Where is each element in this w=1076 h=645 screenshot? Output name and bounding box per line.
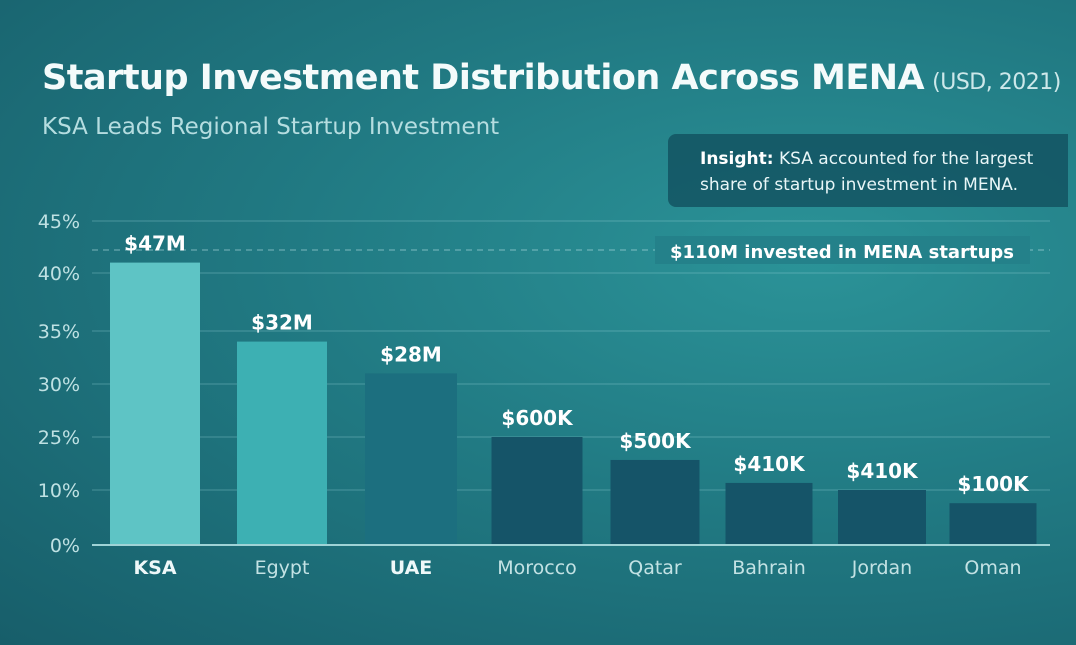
y-tick-label: 25% xyxy=(38,427,80,449)
bar-jordan xyxy=(838,490,926,545)
insight-box: Insight: KSA accounted for the largest s… xyxy=(668,134,1068,207)
x-tick-label: KSA xyxy=(133,557,176,579)
data-label: $500K xyxy=(619,429,692,453)
y-tick-label: 40% xyxy=(38,263,80,285)
insight-text: KSA accounted for the largest share of s… xyxy=(700,149,1034,195)
y-tick-label: 30% xyxy=(38,374,80,396)
title-unit: (USD, 2021) xyxy=(932,70,1061,95)
x-tick-label: UAE xyxy=(390,557,433,579)
data-label: $28M xyxy=(380,342,442,366)
chart-title: Startup Investment Distribution Across M… xyxy=(42,58,1061,98)
data-label: $600K xyxy=(501,406,574,430)
bar-qatar xyxy=(610,459,700,545)
bar-bahrain xyxy=(725,482,813,545)
bar-uae xyxy=(365,373,457,545)
bar-oman xyxy=(949,503,1037,545)
y-tick-label: 35% xyxy=(38,321,80,343)
chart-subtitle: KSA Leads Regional Startup Investment xyxy=(42,114,500,140)
data-label: $32M xyxy=(251,311,313,335)
x-tick-label: Qatar xyxy=(628,557,682,579)
bar-morocco xyxy=(491,437,583,545)
y-tick-label: 0% xyxy=(50,535,80,557)
insight-label: Insight: xyxy=(700,149,774,169)
title-text: Startup Investment Distribution Across M… xyxy=(42,58,925,98)
x-tick-label: Jordan xyxy=(851,557,912,579)
x-tick-label: Bahrain xyxy=(732,557,806,579)
bar-ksa xyxy=(110,262,200,545)
y-tick-label: 45% xyxy=(38,211,80,233)
y-tick-label: 10% xyxy=(38,480,80,502)
reference-label-bg xyxy=(655,236,1030,264)
bar-egypt xyxy=(237,341,327,545)
x-tick-label: Morocco xyxy=(497,557,577,579)
data-label: $100K xyxy=(957,472,1030,496)
x-tick-label: Egypt xyxy=(255,557,310,579)
data-label: $410K xyxy=(846,459,919,483)
data-label: $410K xyxy=(733,452,806,476)
reference-line-label: $110M invested in MENA startups xyxy=(670,242,1014,263)
x-tick-label: Oman xyxy=(964,557,1021,579)
data-label: $47M xyxy=(124,232,186,256)
